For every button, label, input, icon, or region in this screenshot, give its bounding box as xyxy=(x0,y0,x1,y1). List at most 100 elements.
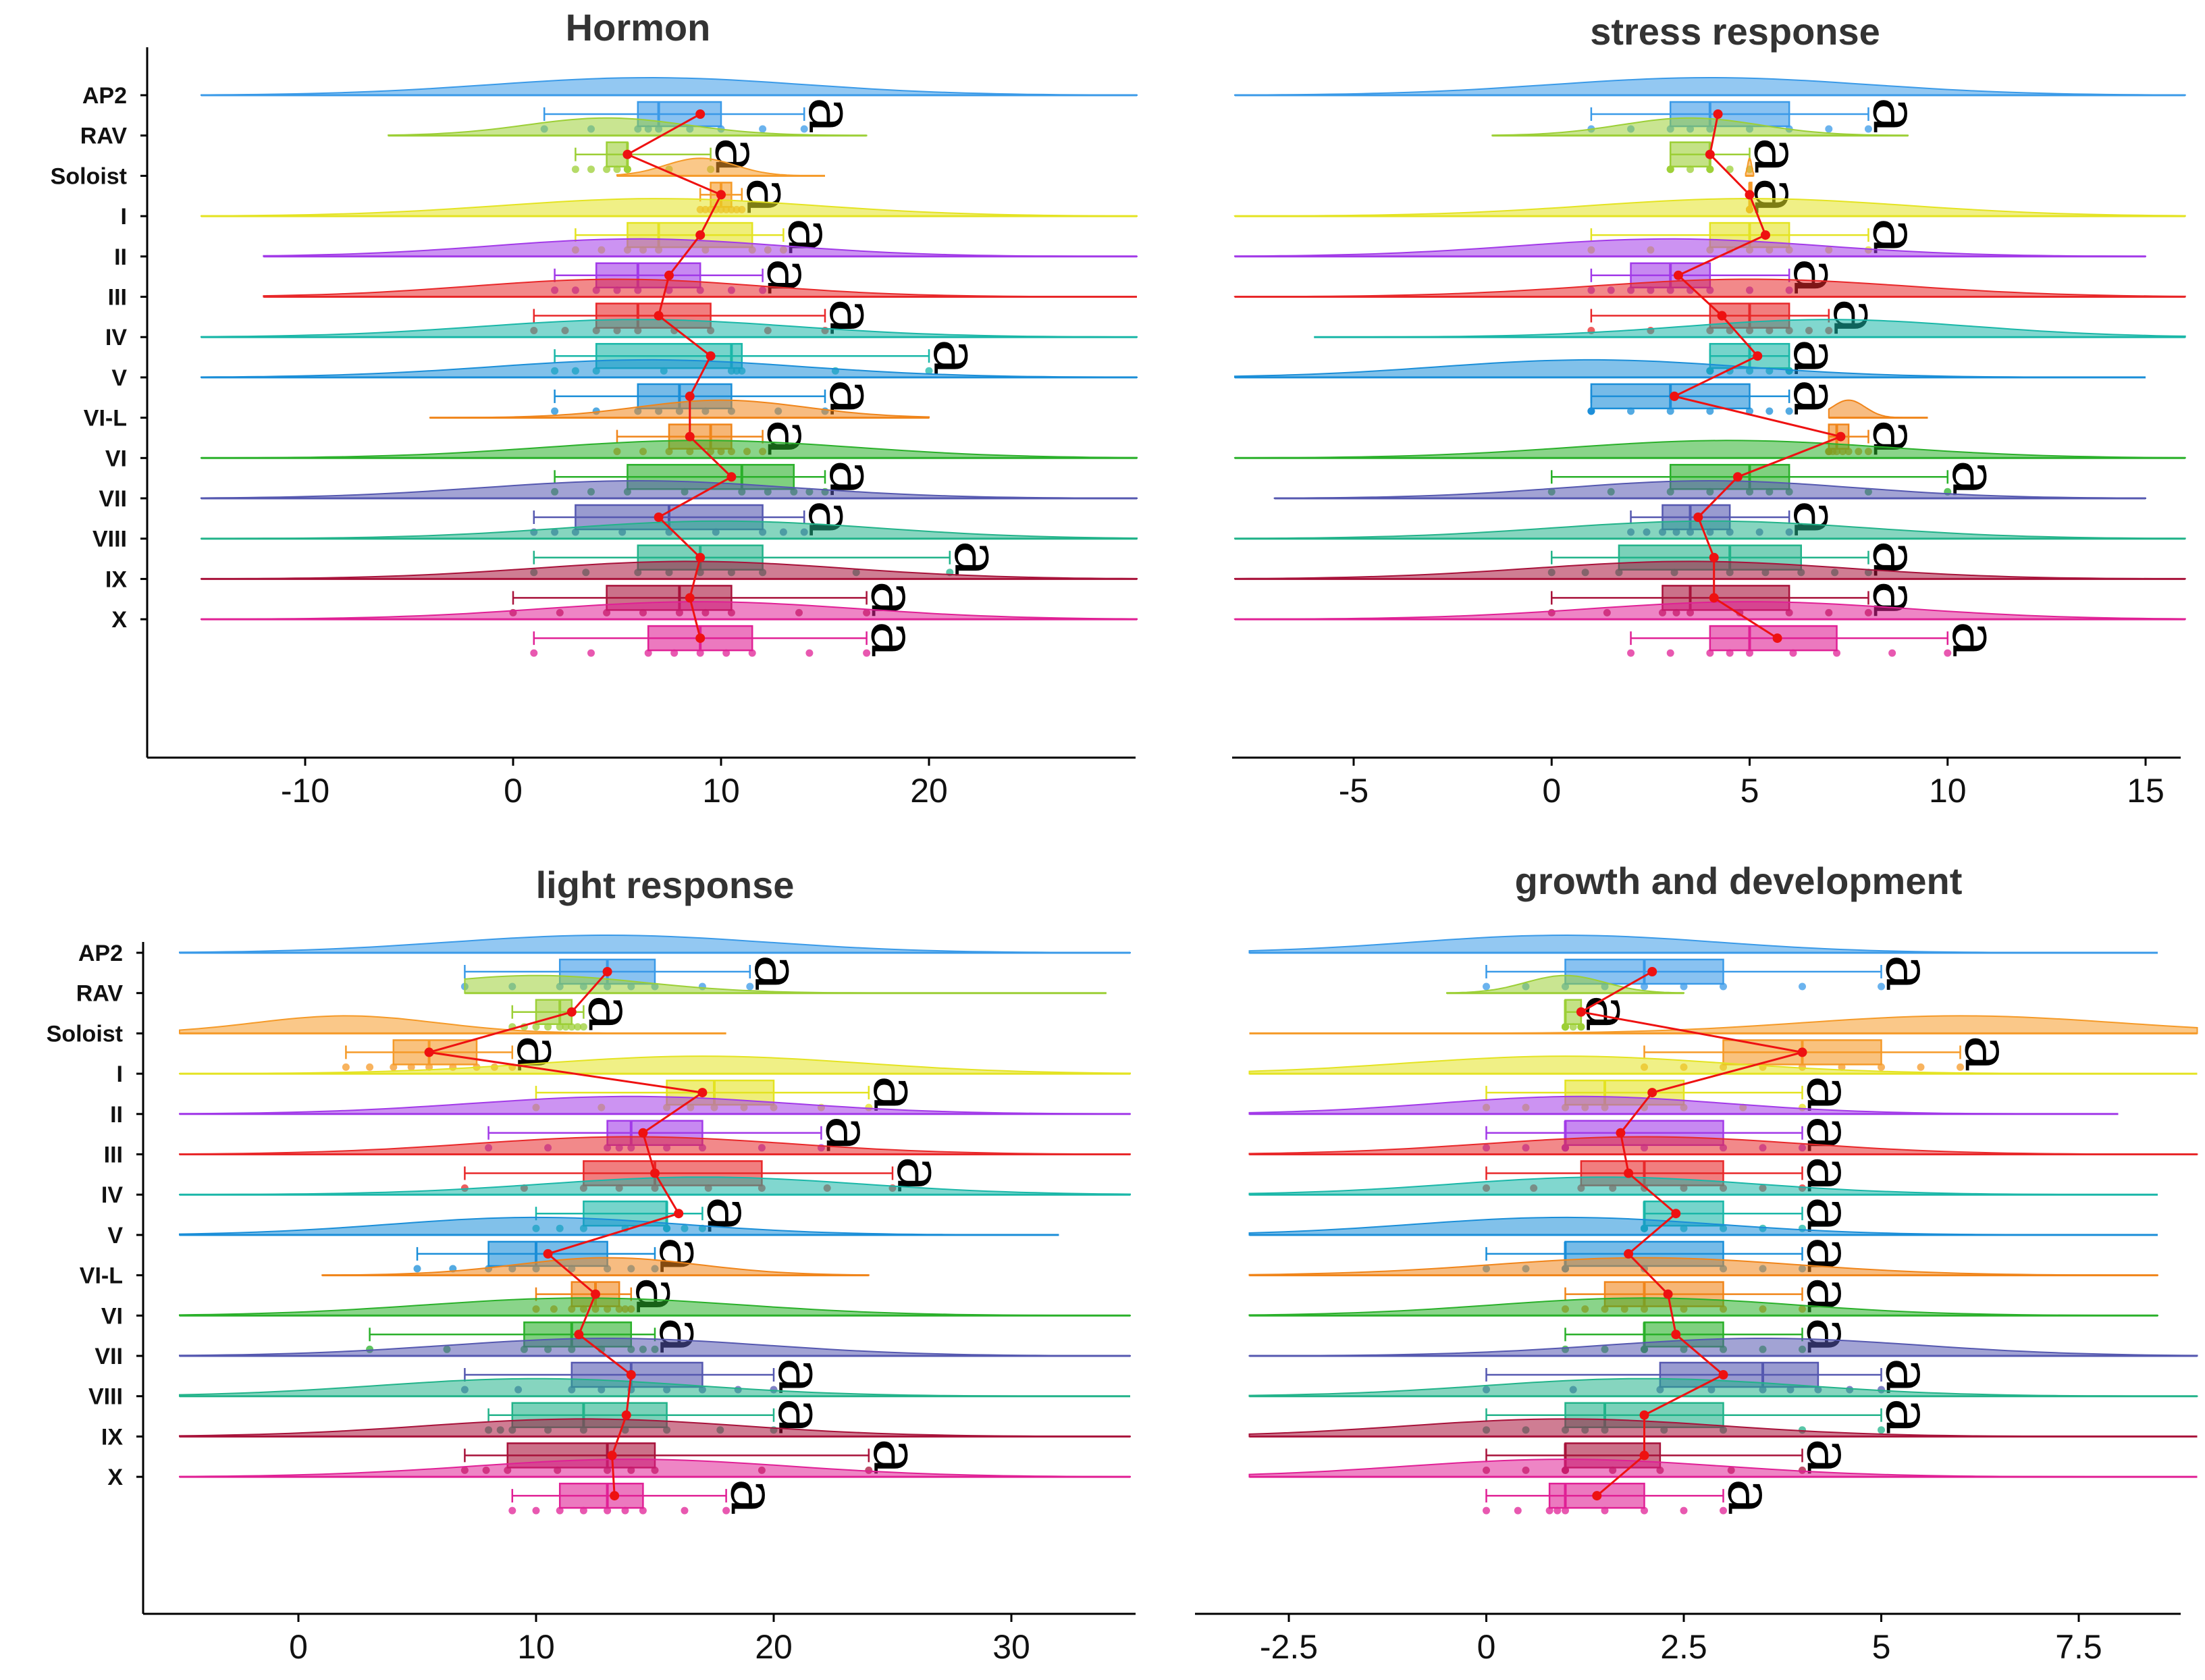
data-point-x xyxy=(1944,649,1952,657)
density-x xyxy=(1233,601,2186,621)
data-point-x xyxy=(863,649,871,657)
mean-point-x xyxy=(1772,633,1782,644)
significance-letter-vii: a xyxy=(765,1358,837,1395)
data-point-v xyxy=(1746,407,1753,415)
data-point-x xyxy=(1746,649,1753,657)
category-label-ap2: AP2 xyxy=(82,83,127,109)
density-soloist xyxy=(1745,157,1755,177)
data-point-x xyxy=(805,649,814,657)
significance-letter-viii: a xyxy=(940,540,1013,577)
data-point-x xyxy=(1514,1506,1522,1515)
mean-point-viii xyxy=(1639,1410,1649,1420)
mean-point-iv xyxy=(1671,1209,1681,1219)
significance-letter-viii: a xyxy=(1872,1398,1944,1435)
mean-point-soloist xyxy=(716,190,726,200)
x-tick-label: 0 xyxy=(1477,1628,1496,1666)
data-point-x xyxy=(644,649,652,657)
significance-letter-i: a xyxy=(859,1076,932,1113)
category-label-ii: II xyxy=(114,244,127,270)
mean-point-ix xyxy=(1709,593,1719,603)
mean-point-ap2 xyxy=(1713,109,1723,119)
density-vii xyxy=(201,479,1138,499)
data-point-x xyxy=(556,1506,564,1515)
mean-point-rav xyxy=(1705,149,1715,159)
data-point-x xyxy=(1789,649,1797,657)
box-rav xyxy=(1669,141,1711,167)
data-point-ap2 xyxy=(1483,982,1490,991)
data-point-x xyxy=(579,1506,587,1515)
mean-point-ap2 xyxy=(695,109,706,119)
x-tick-label: 2.5 xyxy=(1660,1628,1707,1666)
data-point-ap2 xyxy=(1720,982,1727,991)
category-label-soloist: Soloist xyxy=(51,163,127,189)
x-tick-label: -10 xyxy=(281,772,329,810)
data-point-rav xyxy=(1562,1023,1569,1031)
data-point-v xyxy=(1765,407,1774,415)
data-point-x xyxy=(722,649,730,657)
data-point-x xyxy=(670,649,679,657)
data-point-v xyxy=(1587,407,1595,415)
density-ii xyxy=(179,1095,1131,1115)
data-point-rav xyxy=(579,1023,587,1031)
data-point-soloist xyxy=(1917,1063,1925,1071)
category-label-vi: VI xyxy=(101,1303,123,1329)
data-point-ap2 xyxy=(759,125,767,133)
data-point-x xyxy=(1706,649,1714,657)
category-label-i: I xyxy=(121,204,127,230)
x-tick-label: 20 xyxy=(755,1628,793,1666)
data-point-rav xyxy=(1726,165,1734,174)
mean-point-v xyxy=(1670,391,1680,401)
data-point-soloist xyxy=(1957,1063,1964,1071)
x-tick-label: 15 xyxy=(2127,772,2164,810)
mean-point-vi-l xyxy=(591,1289,600,1299)
category-label-vi-l: VI-L xyxy=(84,406,127,431)
data-point-ap2 xyxy=(1799,982,1806,991)
data-point-rav xyxy=(613,165,621,174)
data-point-ap2 xyxy=(1680,982,1688,991)
mean-point-ii xyxy=(638,1128,648,1138)
significance-letter-iv: a xyxy=(920,339,992,376)
mean-point-iii xyxy=(650,1168,660,1178)
data-point-x xyxy=(681,1506,689,1515)
mean-point-i xyxy=(1647,1088,1657,1098)
data-point-iv xyxy=(925,367,933,375)
category-label-ix: IX xyxy=(101,1424,123,1450)
density-iv xyxy=(201,319,1138,338)
category-label-i: I xyxy=(117,1061,123,1087)
x-tick-label: 5 xyxy=(1741,772,1759,810)
data-point-x xyxy=(621,1506,629,1515)
mean-point-x xyxy=(695,633,706,644)
mean-point-ii xyxy=(1673,270,1683,280)
mean-point-vii xyxy=(1693,513,1703,522)
mean-line xyxy=(1578,970,1803,1497)
data-point-rav xyxy=(562,1023,570,1031)
density-vii xyxy=(1248,1338,2198,1357)
category-label-vi-l: VI-L xyxy=(80,1263,123,1289)
data-point-rav xyxy=(1706,165,1714,174)
category-label-rav: RAV xyxy=(76,981,124,1007)
density-rav xyxy=(1491,117,1909,136)
mean-point-vi xyxy=(574,1330,584,1340)
category-label-viii: VIII xyxy=(92,527,127,552)
density-i xyxy=(201,198,1138,217)
chart-title: light response xyxy=(536,864,795,906)
mean-point-soloist xyxy=(1745,190,1755,200)
mean-point-iv xyxy=(1753,351,1763,361)
data-point-rav xyxy=(587,165,595,174)
category-label-iii: III xyxy=(108,285,127,311)
x-tick-label: 20 xyxy=(910,772,948,810)
density-vii xyxy=(1273,479,2146,499)
mean-point-vi-l xyxy=(1663,1289,1673,1299)
data-point-x xyxy=(1888,649,1896,657)
mean-point-ii xyxy=(664,270,674,280)
data-point-v xyxy=(1785,407,1793,415)
data-point-rav xyxy=(571,165,579,174)
data-point-x xyxy=(1680,1506,1688,1515)
density-viii xyxy=(1233,520,2186,540)
panel-hormon: Hormon-10 0 10 20AP2aRAVaSoloistaIaIIaIIIaI… xyxy=(51,6,1138,810)
data-point-v xyxy=(551,407,559,415)
density-ix xyxy=(201,560,1138,580)
data-point-v xyxy=(1706,407,1714,415)
data-point-ap2 xyxy=(746,982,754,991)
density-vi xyxy=(201,440,1138,459)
